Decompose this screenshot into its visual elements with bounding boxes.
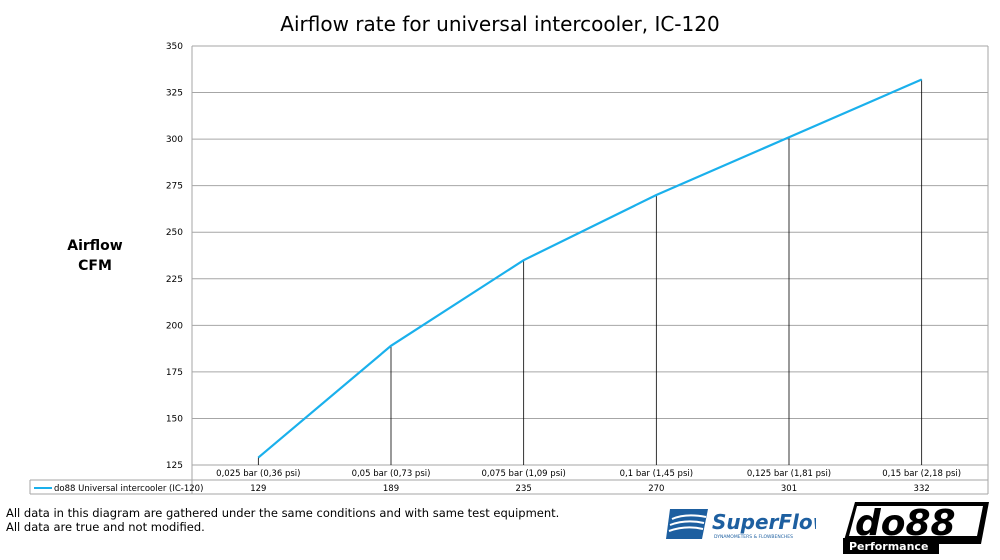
y-tick-label: 125 <box>166 461 183 471</box>
y-tick-label: 250 <box>166 228 183 238</box>
x-tick-label: 0,125 bar (1,81 psi) <box>747 469 831 479</box>
superflow-logo: SuperFlow DYNAMOMETERS & FLOWBENCHES <box>666 509 816 540</box>
legend-label: do88 Universal intercooler (IC-120) <box>54 484 203 494</box>
x-tick-label: 0,1 bar (1,45 psi) <box>620 469 693 479</box>
data-table-value: 270 <box>648 484 664 494</box>
series-line <box>257 78 923 459</box>
x-tick-label: 0,075 bar (1,09 psi) <box>482 469 566 479</box>
y-tick-label: 350 <box>166 42 183 52</box>
note-2: All data are true and not modified. <box>6 520 205 534</box>
y-axis-label: Airflow CFM <box>55 236 135 276</box>
y-tick-label: 300 <box>166 135 183 145</box>
data-table-value: 235 <box>516 484 532 494</box>
x-tick-label: 0,15 bar (2,18 psi) <box>882 469 961 479</box>
svg-text:do88: do88 <box>855 503 956 544</box>
y-axis-label-line1: Airflow <box>67 238 123 254</box>
data-table-value: 301 <box>781 484 797 494</box>
do88-logo: do88 Performance <box>843 502 989 554</box>
y-tick-label: 200 <box>166 321 183 331</box>
note-1: All data in this diagram are gathered un… <box>6 506 560 520</box>
data-table-value: 129 <box>250 484 266 494</box>
chart-plot: 125 150 175 200 225 250 275 300 325 350 0,025 bar … <box>29 42 989 495</box>
y-tick-label: 225 <box>166 275 183 285</box>
x-tick-label: 0,05 bar (0,73 psi) <box>352 469 431 479</box>
y-tick-label: 150 <box>166 414 183 424</box>
data-table-value: 332 <box>914 484 930 494</box>
x-tick-label: 0,025 bar (0,36 psi) <box>216 469 300 479</box>
y-tick-label: 275 <box>166 182 183 192</box>
y-tick-label: 175 <box>166 368 183 378</box>
data-table-value: 189 <box>383 484 399 494</box>
y-tick-label: 325 <box>166 89 183 99</box>
y-axis-label-line2: CFM <box>78 258 112 274</box>
chart-title: Airflow rate for universal intercooler, … <box>280 12 720 36</box>
svg-text:DYNAMOMETERS & FLOWBENCHES: DYNAMOMETERS & FLOWBENCHES <box>714 534 793 540</box>
svg-text:SuperFlow: SuperFlow <box>712 510 816 534</box>
svg-text:Performance: Performance <box>849 540 928 553</box>
